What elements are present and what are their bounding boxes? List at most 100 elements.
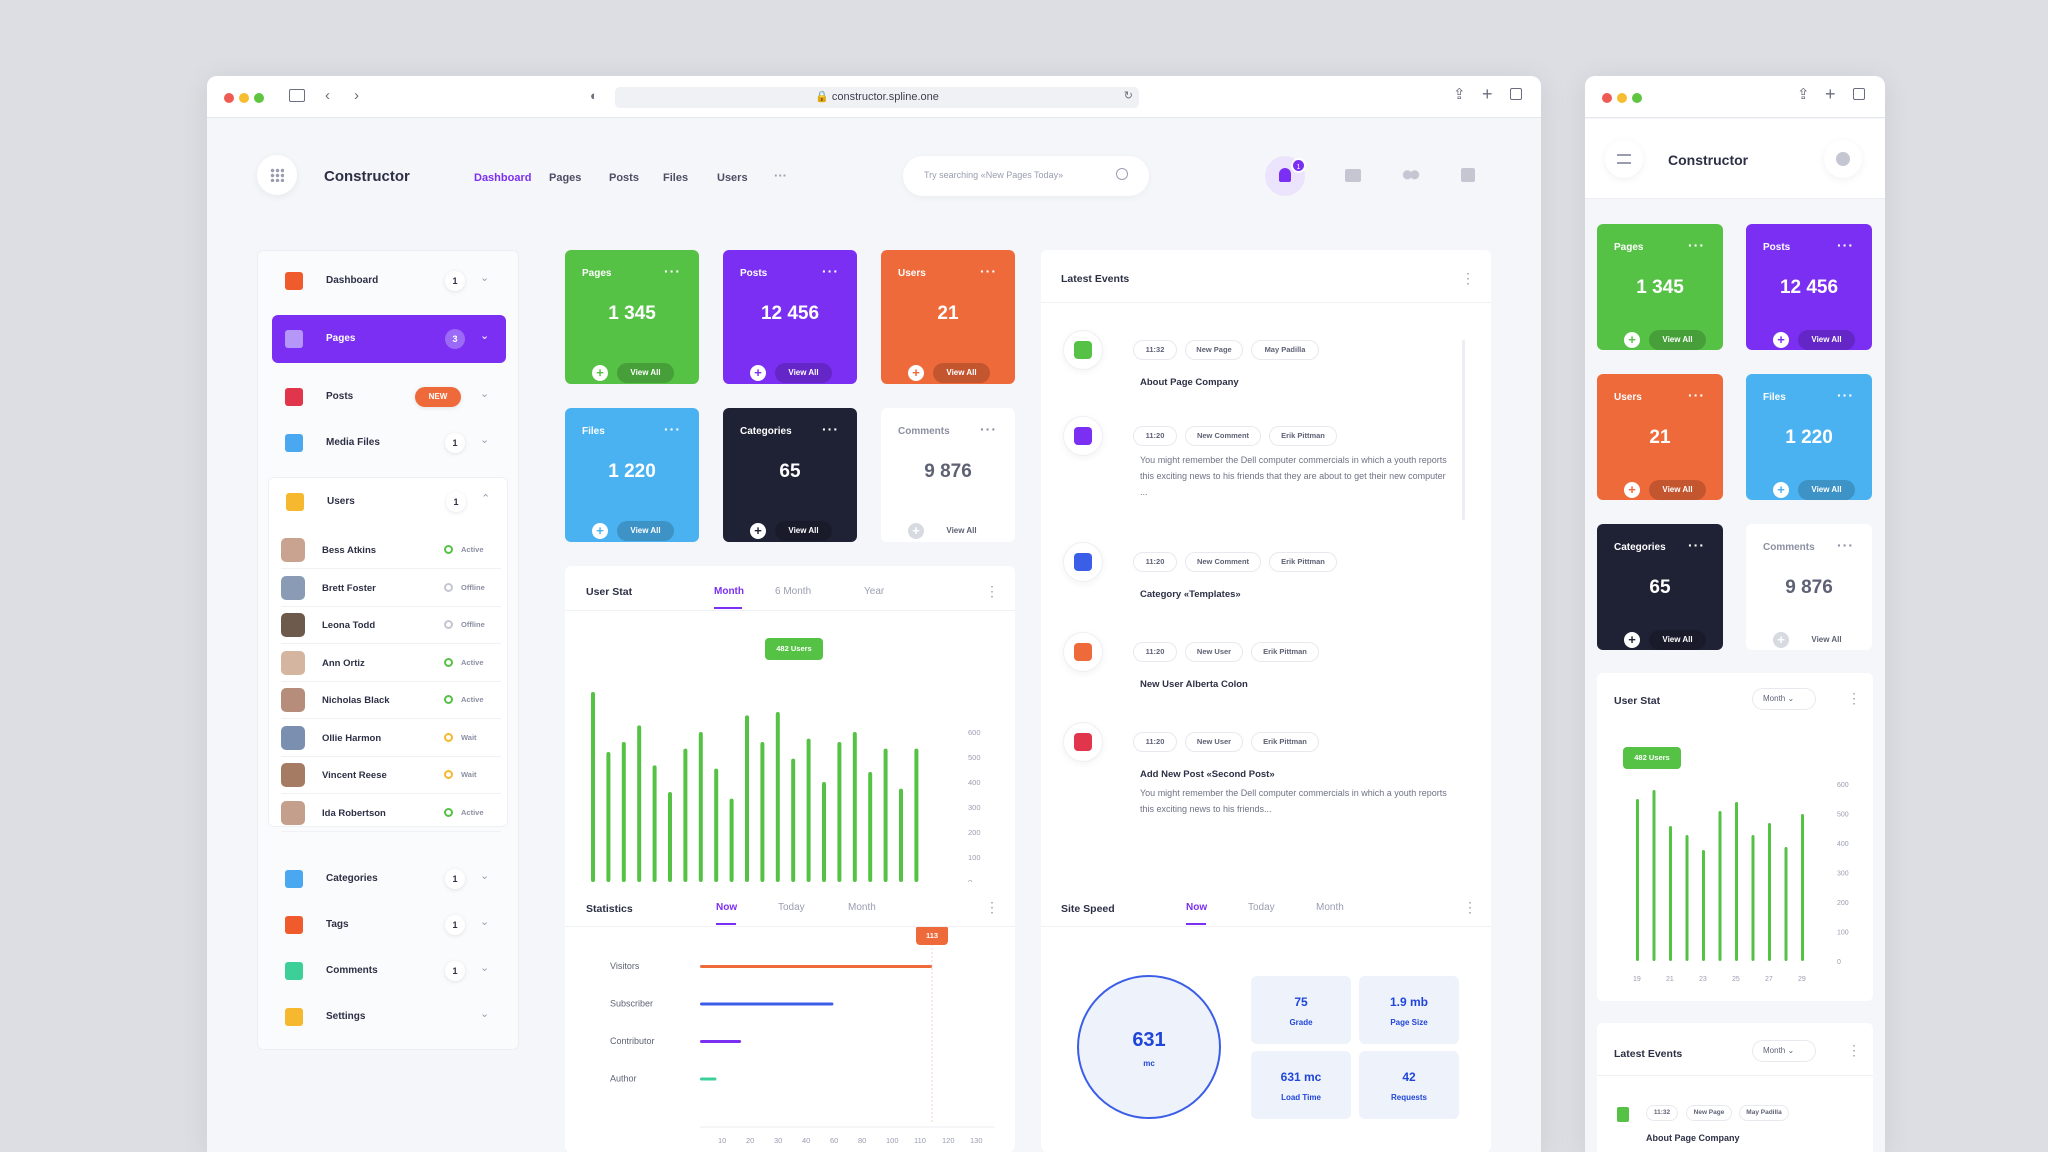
more-options-icon[interactable]: ··· xyxy=(822,421,839,437)
view-all-button[interactable]: View All xyxy=(1798,480,1855,500)
add-icon[interactable]: + xyxy=(1773,482,1789,498)
tab-now[interactable]: Now xyxy=(716,902,738,913)
users-icon[interactable] xyxy=(1402,170,1420,182)
address-bar[interactable]: 🔒 constructor.spline.one ↻ xyxy=(615,87,1139,108)
more-options-icon[interactable]: ··· xyxy=(1837,537,1854,553)
chevron-down-icon[interactable]: ⌄ xyxy=(480,1008,490,1020)
chevron-down-icon[interactable]: ⌄ xyxy=(480,434,490,446)
chevron-down-icon[interactable]: ⌄ xyxy=(480,962,490,974)
chevron-up-icon[interactable]: ⌃ xyxy=(481,493,491,505)
tab-month[interactable]: Month xyxy=(714,586,744,597)
view-all-button[interactable]: View All xyxy=(1649,480,1706,500)
minimize-window-button[interactable] xyxy=(1617,93,1627,103)
more-options-icon[interactable]: ··· xyxy=(1688,537,1705,553)
view-all-button[interactable]: View All xyxy=(1811,635,1842,644)
chevron-down-icon[interactable]: ⌄ xyxy=(480,330,490,342)
period-dropdown[interactable]: Month ⌄ xyxy=(1752,688,1816,710)
user-row[interactable]: Ann Ortiz Active xyxy=(281,645,501,682)
more-options-icon[interactable]: ··· xyxy=(980,421,997,437)
sidebar-item[interactable]: Categories 1 ⌄ xyxy=(272,855,506,903)
add-icon[interactable]: + xyxy=(592,365,608,381)
view-all-button[interactable]: View All xyxy=(1798,330,1855,350)
sidebar-item[interactable]: Posts NEW ⌄ xyxy=(272,373,506,421)
sidebar-item-users[interactable]: Users 1 ⌃ xyxy=(273,478,507,526)
sidebar-item[interactable]: Media Files 1 ⌄ xyxy=(272,419,506,467)
sidebar-item[interactable]: Dashboard 1 ⌄ xyxy=(272,257,506,305)
tab-now[interactable]: Now xyxy=(1186,902,1208,913)
more-options-icon[interactable]: ⋮ xyxy=(1847,1042,1861,1058)
add-icon[interactable]: + xyxy=(750,523,766,539)
add-icon[interactable]: + xyxy=(1624,632,1640,648)
more-options-icon[interactable]: ··· xyxy=(1688,387,1705,403)
more-options-icon[interactable]: ··· xyxy=(664,263,681,279)
add-icon[interactable]: + xyxy=(908,523,924,539)
add-icon[interactable]: + xyxy=(1773,332,1789,348)
nav-item[interactable]: Posts xyxy=(609,172,639,184)
user-row[interactable]: Bess Atkins Active xyxy=(281,532,501,569)
minimize-window-button[interactable] xyxy=(239,93,249,103)
tab-month[interactable]: Month xyxy=(848,902,876,913)
sidebar-item[interactable]: Settings ⌄ xyxy=(272,993,506,1041)
tab-6-month[interactable]: 6 Month xyxy=(775,586,812,597)
add-icon[interactable]: + xyxy=(592,523,608,539)
view-all-button[interactable]: View All xyxy=(933,363,990,383)
tab-today[interactable]: Today xyxy=(778,902,805,913)
close-window-button[interactable] xyxy=(1602,93,1612,103)
user-row[interactable]: Ollie Harmon Wait xyxy=(281,720,501,757)
sidebar-toggle-icon[interactable] xyxy=(289,89,305,102)
user-row[interactable]: Ida Robertson Active xyxy=(281,795,501,832)
user-row[interactable]: Vincent Reese Wait xyxy=(281,757,501,794)
close-window-button[interactable] xyxy=(224,93,234,103)
add-icon[interactable]: + xyxy=(908,365,924,381)
nav-item[interactable]: Pages xyxy=(549,172,582,184)
more-options-icon[interactable]: ⋮ xyxy=(1847,690,1861,706)
more-options-icon[interactable]: ⋮ xyxy=(985,899,999,915)
new-tab-icon[interactable]: + xyxy=(1825,84,1836,104)
events-scrollbar[interactable] xyxy=(1462,340,1465,520)
add-icon[interactable]: + xyxy=(750,365,766,381)
view-all-button[interactable]: View All xyxy=(946,526,977,535)
add-icon[interactable]: + xyxy=(1624,482,1640,498)
search-input[interactable]: Try searching «New Pages Today» xyxy=(903,156,1149,196)
maximize-window-button[interactable] xyxy=(1632,93,1642,103)
menu-button[interactable] xyxy=(1605,140,1643,178)
more-options-icon[interactable]: ⋮ xyxy=(1463,899,1477,915)
share-icon[interactable]: ⇪ xyxy=(1797,86,1810,103)
share-icon[interactable]: ⇪ xyxy=(1453,86,1466,103)
sidebar-item[interactable]: Tags 1 ⌄ xyxy=(272,901,506,949)
reload-icon[interactable]: ↻ xyxy=(1123,90,1133,102)
tabs-overview-icon[interactable] xyxy=(1510,88,1522,100)
view-all-button[interactable]: View All xyxy=(775,363,832,383)
notifications-button[interactable]: 1 xyxy=(1265,156,1306,196)
search-icon[interactable] xyxy=(1116,168,1128,180)
nav-item[interactable]: Dashboard xyxy=(474,172,532,184)
nav-item[interactable]: Users xyxy=(717,172,748,184)
view-all-button[interactable]: View All xyxy=(617,363,674,383)
tabs-overview-icon[interactable] xyxy=(1853,88,1865,100)
more-options-icon[interactable]: ··· xyxy=(980,263,997,279)
chevron-down-icon[interactable]: ⌄ xyxy=(480,388,490,400)
user-row[interactable]: Leona Todd Offline xyxy=(281,607,501,644)
chevron-down-icon[interactable]: ⌄ xyxy=(480,916,490,928)
chevron-down-icon[interactable]: ⌄ xyxy=(480,272,490,284)
sidebar-item[interactable]: Pages 3 ⌄ xyxy=(272,315,506,363)
view-all-button[interactable]: View All xyxy=(1649,630,1706,650)
analytics-icon[interactable] xyxy=(1461,168,1475,182)
more-options-icon[interactable]: ⋮ xyxy=(985,583,999,599)
view-all-button[interactable]: View All xyxy=(617,521,674,541)
tab-month[interactable]: Month xyxy=(1316,902,1344,913)
profile-button[interactable] xyxy=(1824,140,1862,178)
more-options-icon[interactable]: ··· xyxy=(664,421,681,437)
more-options-icon[interactable]: ··· xyxy=(1837,387,1854,403)
new-tab-icon[interactable]: + xyxy=(1482,84,1493,104)
add-icon[interactable]: + xyxy=(1624,332,1640,348)
user-row[interactable]: Brett Foster Offline xyxy=(281,570,501,607)
view-all-button[interactable]: View All xyxy=(1649,330,1706,350)
maximize-window-button[interactable] xyxy=(254,93,264,103)
forward-icon[interactable]: › xyxy=(354,87,359,104)
add-icon[interactable]: + xyxy=(1773,632,1789,648)
sidebar-item[interactable]: Comments 1 ⌄ xyxy=(272,947,506,995)
tab-year[interactable]: Year xyxy=(864,586,885,597)
chat-icon[interactable] xyxy=(1345,169,1361,182)
more-options-icon[interactable]: ··· xyxy=(822,263,839,279)
